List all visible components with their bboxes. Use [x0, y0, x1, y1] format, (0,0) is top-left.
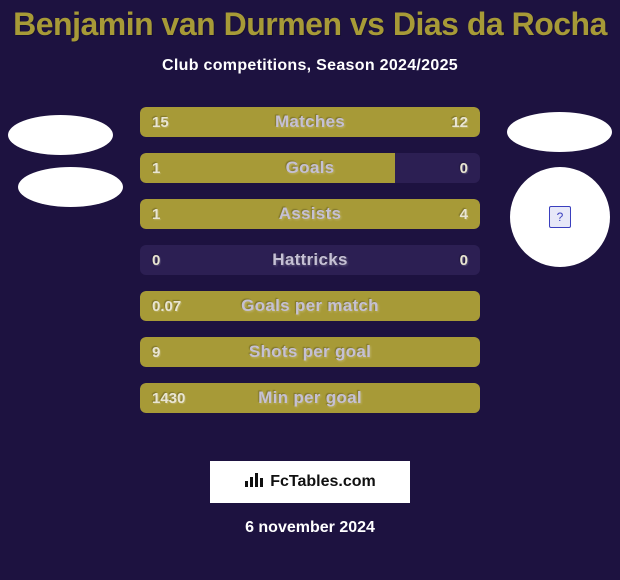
- stat-row: 00Hattricks: [140, 245, 480, 275]
- page-title: Benjamin van Durmen vs Dias da Rocha: [0, 6, 620, 43]
- image-placeholder-icon: ?: [549, 206, 571, 228]
- player2-photo-a: [507, 112, 612, 152]
- stat-label: Goals per match: [140, 291, 480, 321]
- stat-label: Min per goal: [140, 383, 480, 413]
- stat-row: 1430Min per goal: [140, 383, 480, 413]
- stat-label: Hattricks: [140, 245, 480, 275]
- source-logo: FcTables.com: [210, 461, 410, 503]
- stat-label: Assists: [140, 199, 480, 229]
- comparison-arena: ? 1512Matches 10Goals 14Assists 00Hattricks…: [0, 107, 620, 447]
- stat-row: 14Assists: [140, 199, 480, 229]
- bar-chart-icon: [244, 472, 264, 493]
- comparison-bars: 1512Matches 10Goals 14Assists 00Hattricks 0.…: [140, 107, 480, 429]
- image-placeholder-glyph: ?: [557, 210, 564, 224]
- stat-row: 1512Matches: [140, 107, 480, 137]
- stat-row: 10Goals: [140, 153, 480, 183]
- stat-label: Goals: [140, 153, 480, 183]
- content-wrapper: Benjamin van Durmen vs Dias da Rocha Clu…: [0, 0, 620, 537]
- player1-photo-b: [18, 167, 123, 207]
- stat-label: Matches: [140, 107, 480, 137]
- page-subtitle: Club competitions, Season 2024/2025: [0, 57, 620, 75]
- source-logo-text: FcTables.com: [270, 473, 376, 491]
- player1-photo-a: [8, 115, 113, 155]
- date-text: 6 november 2024: [0, 519, 620, 537]
- stat-row: 0.07Goals per match: [140, 291, 480, 321]
- stat-label: Shots per goal: [140, 337, 480, 367]
- player2-photo-b: ?: [510, 167, 610, 267]
- stat-row: 9Shots per goal: [140, 337, 480, 367]
